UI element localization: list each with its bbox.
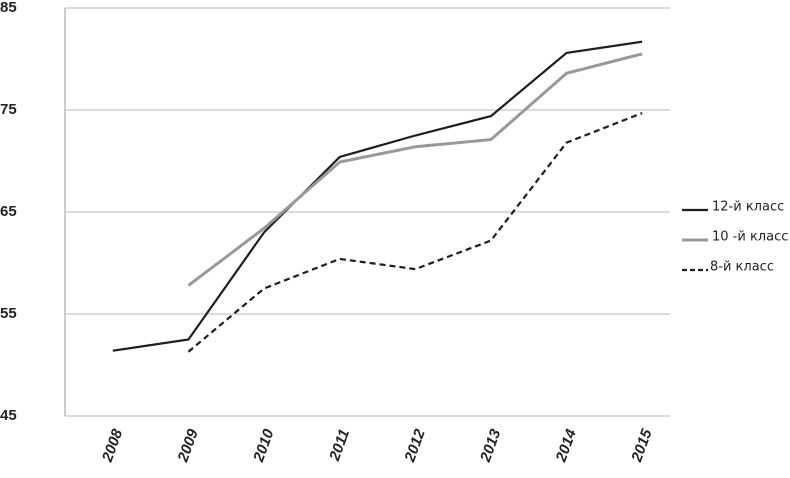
series-line [187,52,643,287]
x-tick-label: 2011 [326,427,353,464]
x-tick-label: 2015 [628,426,656,465]
y-tick-label: 45 [0,407,17,424]
x-tick-label: 2014 [552,426,580,465]
x-tick-label: 2009 [174,426,202,465]
y-tick-label: 85 [0,0,17,16]
y-tick-label: 75 [0,101,17,118]
legend-label: 10 -й класс [712,230,788,245]
series-line [112,40,643,352]
y-tick-label: 55 [0,305,17,322]
x-tick-label: 2008 [99,426,127,465]
legend-label: 8-й класс [710,260,774,275]
x-tick-label: 2010 [250,426,278,465]
series-line [187,112,643,353]
x-tick-label: 2012 [401,426,429,465]
y-tick-label: 65 [0,203,17,220]
legend-label: 12-й класс [712,200,784,215]
x-tick-label: 2013 [477,426,505,465]
